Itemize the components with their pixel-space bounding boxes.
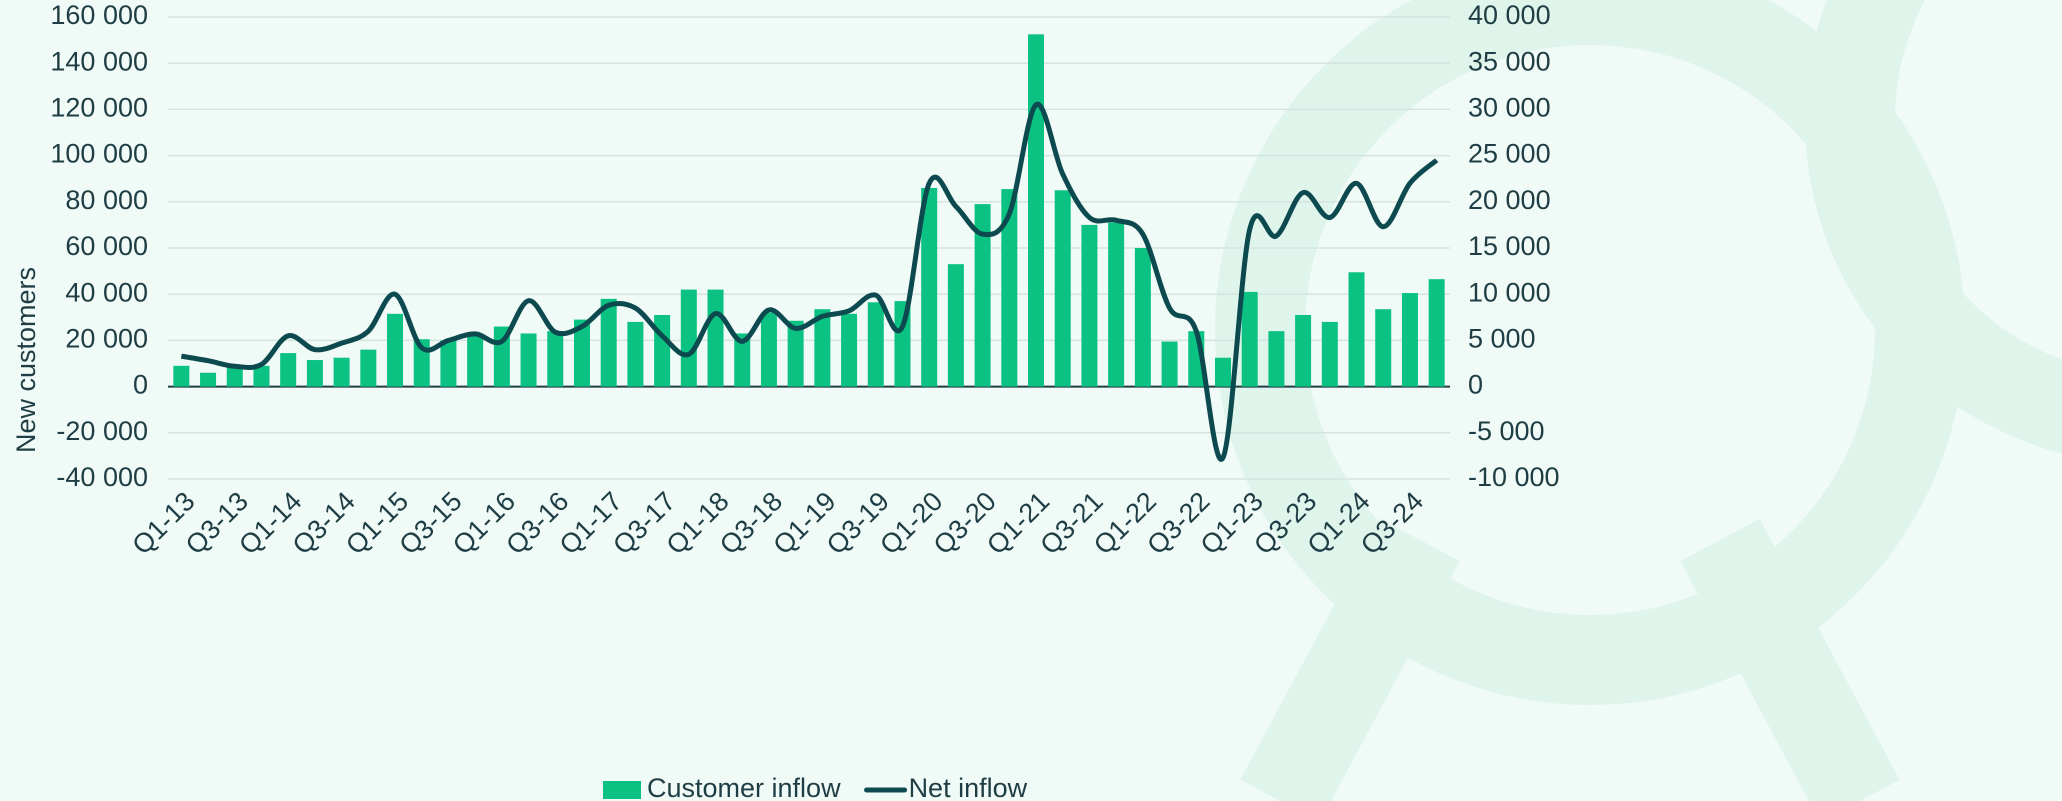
- bar: [173, 365, 190, 387]
- bar: [1001, 189, 1018, 387]
- y2-tick-label: 20 000: [1468, 185, 1551, 215]
- bar: [226, 365, 243, 387]
- bar: [573, 319, 590, 387]
- bar: [1401, 293, 1418, 387]
- y-tick-label: 160 000: [50, 0, 148, 30]
- y-tick-label: 40 000: [65, 277, 148, 307]
- y2-tick-label: 5 000: [1468, 324, 1536, 354]
- y2-tick-label: 25 000: [1468, 139, 1551, 169]
- bar: [306, 360, 323, 387]
- bar: [1428, 279, 1445, 387]
- bar: [1348, 272, 1365, 387]
- y2-tick-label: 10 000: [1468, 277, 1551, 307]
- bar: [1295, 314, 1312, 387]
- bar: [280, 353, 297, 387]
- y-tick-label: -20 000: [56, 416, 148, 446]
- bar: [520, 333, 537, 387]
- bar: [360, 349, 377, 387]
- bar: [467, 335, 484, 387]
- bar: [1268, 331, 1285, 387]
- legend-label: Customer inflow: [647, 773, 841, 801]
- bar: [734, 333, 751, 387]
- y2-tick-label: 30 000: [1468, 93, 1551, 123]
- bar: [547, 331, 564, 387]
- y-tick-label: 0: [133, 370, 148, 400]
- bar: [707, 289, 724, 387]
- bar: [1241, 291, 1258, 387]
- bar: [1134, 248, 1151, 387]
- bar: [1054, 190, 1071, 387]
- bar: [974, 204, 991, 387]
- y-tick-label: 60 000: [65, 231, 148, 261]
- y-tick-label: -40 000: [56, 462, 148, 492]
- bar: [1028, 34, 1045, 387]
- y2-tick-label: -5 000: [1468, 416, 1545, 446]
- bar: [680, 289, 697, 387]
- bar: [1214, 357, 1231, 387]
- bar: [814, 309, 831, 387]
- bar: [200, 372, 217, 387]
- bar: [841, 313, 858, 387]
- y2-tick-label: 0: [1468, 370, 1483, 400]
- y2-tick-label: 40 000: [1468, 0, 1551, 30]
- bar: [1108, 222, 1125, 387]
- bar: [253, 365, 270, 387]
- bar: [867, 302, 884, 387]
- y2-tick-label: 15 000: [1468, 231, 1551, 261]
- bar: [387, 313, 404, 387]
- bar: [787, 320, 804, 387]
- y-tick-label: 120 000: [50, 93, 148, 123]
- bar: [654, 314, 671, 387]
- y-tick-label: 20 000: [65, 324, 148, 354]
- y-axis-label: New customers: [11, 267, 41, 453]
- bar: [921, 187, 938, 387]
- bar: [627, 321, 644, 387]
- watermark: [1215, 0, 2062, 801]
- y-tick-label: 140 000: [50, 46, 148, 76]
- bar: [1161, 341, 1178, 387]
- bar: [333, 357, 350, 387]
- bar: [760, 312, 777, 387]
- bar: [440, 340, 457, 387]
- y-tick-label: 100 000: [50, 139, 148, 169]
- bar: [1321, 321, 1338, 387]
- bar: [947, 264, 964, 387]
- line: [180, 102, 1439, 462]
- y2-tick-label: 35 000: [1468, 46, 1551, 76]
- legend-label: Net inflow: [909, 773, 1028, 801]
- bar: [1375, 309, 1392, 387]
- legend-swatch: [603, 781, 641, 799]
- bar: [600, 298, 617, 387]
- y-tick-label: 80 000: [65, 185, 148, 215]
- bar: [1081, 224, 1098, 387]
- y2-tick-label: -10 000: [1468, 462, 1560, 492]
